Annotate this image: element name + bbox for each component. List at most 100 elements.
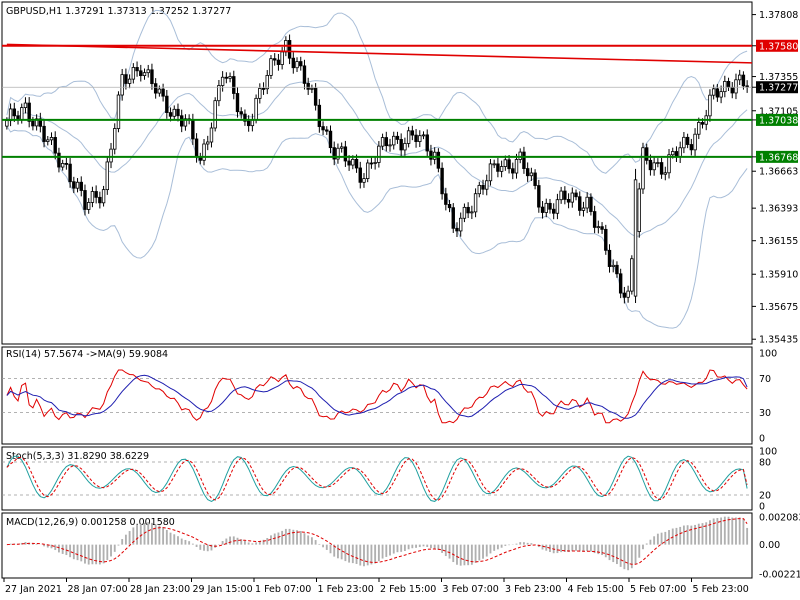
candle-body — [135, 67, 139, 72]
candle-body — [685, 136, 690, 145]
candle-body — [302, 65, 307, 84]
macd-title: MACD(12,26,9) 0.001258 0.001580 — [6, 517, 175, 528]
candle-body — [440, 167, 444, 195]
candle-body — [313, 87, 318, 106]
rsi-pane[interactable]: RSI(14) 57.5674 ->MA(9) 59.9084 100 70 30 0 — [2, 349, 777, 445]
candle-body — [604, 228, 608, 251]
candle-body — [470, 211, 474, 214]
candle-body — [436, 151, 441, 169]
price-pane[interactable]: GBPUSD,H1 1.37291 1.37313 1.37252 1.3727… — [2, 6, 798, 346]
stochastic-title: Stoch(5,3,3) 31.8290 38.6229 — [6, 451, 149, 462]
candle-body — [462, 206, 467, 219]
candle-body — [306, 83, 310, 90]
candle-body — [525, 168, 530, 177]
pane-frame — [1, 346, 753, 445]
candle-body — [589, 196, 593, 212]
time-label: 5 Feb 07:00 — [630, 584, 686, 595]
candle-body — [109, 148, 113, 163]
candle-body — [578, 196, 582, 211]
candle-body — [168, 112, 173, 117]
candle-body — [261, 88, 266, 90]
candle-body — [615, 264, 619, 275]
macd-pane[interactable]: MACD(12,26,9) 0.001258 0.001580 0.002083… — [6, 513, 800, 581]
candle-body — [369, 162, 374, 165]
candle-body — [202, 143, 206, 161]
candle-body — [581, 207, 586, 211]
candle-body — [555, 199, 560, 214]
candle-body — [86, 202, 91, 210]
macd-signal-line — [6, 518, 748, 565]
candle-body — [723, 80, 727, 93]
candle-body — [124, 74, 128, 84]
price-axis-label: 1.36393 — [759, 204, 798, 215]
candle-body — [332, 147, 336, 160]
candle-body — [362, 178, 366, 183]
time-label: 3 Feb 23:00 — [505, 584, 561, 595]
chart-title: GBPUSD,H1 1.37291 1.37313 1.37252 1.3727… — [6, 6, 231, 17]
candle-body — [622, 292, 627, 298]
candle-body — [27, 102, 31, 122]
time-label: 3 Feb 07:00 — [443, 584, 499, 595]
candle-body — [232, 76, 236, 94]
price-tag — [756, 39, 798, 52]
candle-body — [488, 163, 493, 182]
candle-body — [392, 135, 396, 146]
candle-body — [507, 159, 511, 170]
candle-body — [429, 150, 433, 160]
candle-body — [648, 159, 653, 171]
candle-body — [328, 130, 333, 149]
candle-body — [64, 163, 69, 165]
candle-body — [217, 85, 221, 102]
candle-body — [421, 134, 426, 137]
bollinger-bands — [6, 9, 748, 329]
candle-body — [269, 58, 273, 76]
candle-body — [741, 74, 746, 87]
candle-body — [671, 151, 675, 156]
candle-body — [447, 204, 452, 209]
horizontal-levels[interactable] — [2, 43, 753, 158]
candle-body — [157, 88, 162, 94]
candle-body — [224, 76, 229, 79]
stoch-main-line — [6, 455, 748, 502]
candle-body — [499, 166, 504, 172]
candle-body — [139, 70, 143, 77]
rsi-axis-label: 100 — [759, 349, 777, 360]
candle-body — [299, 61, 303, 67]
price-axis-label: 1.37355 — [759, 72, 798, 83]
macd-axis-label: 0.00 — [759, 540, 780, 551]
candle-body — [113, 128, 117, 150]
candle-body — [596, 226, 601, 229]
candle-body — [8, 108, 13, 122]
candle-body — [492, 163, 496, 166]
candle-body — [213, 100, 217, 129]
candle-body — [544, 202, 548, 213]
candle-body — [652, 162, 656, 171]
candle-body — [317, 104, 322, 127]
candle-body — [563, 190, 567, 200]
trendline — [6, 43, 753, 64]
time-label: 5 Feb 23:00 — [693, 584, 749, 595]
price-axis-label: 1.36663 — [759, 167, 798, 178]
pane-frame — [1, 512, 753, 579]
candle-body — [529, 172, 534, 177]
candle-body — [220, 76, 225, 86]
candle-body — [153, 83, 158, 94]
candle-body — [161, 88, 165, 97]
candle-body — [351, 158, 355, 166]
bollinger-upper — [6, 9, 748, 174]
candle-body — [142, 72, 147, 77]
candle-body — [46, 139, 50, 142]
candle-body — [496, 163, 500, 172]
candle-body — [12, 108, 17, 117]
candle-body — [339, 146, 344, 149]
candle-body — [630, 258, 634, 292]
rsi-axis-label: 0 — [759, 434, 765, 445]
pane-frames — [1, 1, 753, 579]
candle-body — [165, 95, 169, 113]
candle-body — [120, 74, 124, 96]
candle-body — [258, 88, 262, 99]
